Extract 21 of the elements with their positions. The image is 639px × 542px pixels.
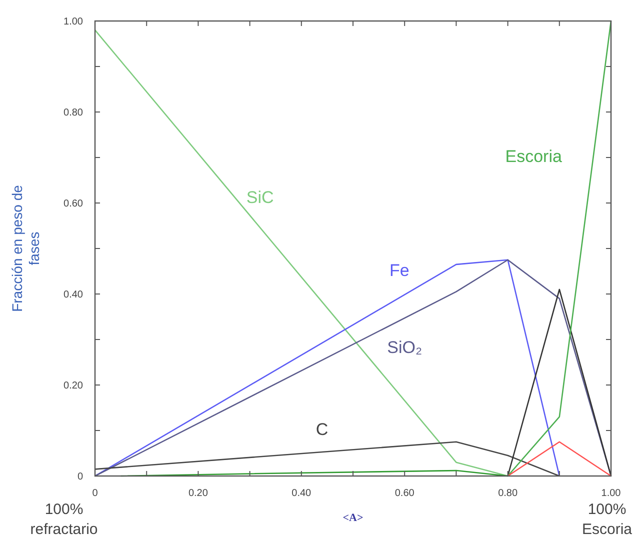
x-axis-title: <A> bbox=[342, 512, 364, 524]
y-tick-label: 1.00 bbox=[64, 16, 84, 28]
y-tick-label: 0.40 bbox=[64, 290, 84, 300]
x-tick-label: 0.60 bbox=[394, 488, 415, 499]
x-tick-label: 0 bbox=[92, 488, 98, 499]
series-label: Fe bbox=[390, 260, 410, 280]
y-tick-label: 0.80 bbox=[64, 108, 84, 118]
series-label: SiC bbox=[246, 188, 274, 207]
series-label: C bbox=[316, 420, 328, 440]
y-tick-label: 0.20 bbox=[64, 380, 84, 392]
x-tick-label: 0.40 bbox=[292, 488, 312, 499]
series-label: SiO₂ bbox=[387, 338, 422, 358]
text: 100% Escoria bbox=[582, 501, 633, 538]
y-tick-label: 0 bbox=[77, 472, 84, 482]
text: 100% refractario bbox=[30, 501, 98, 538]
y-tick-label: 0.60 bbox=[64, 198, 84, 210]
x-tick-label: 1.00 bbox=[601, 488, 622, 499]
x-tick-label: 0.20 bbox=[188, 488, 208, 499]
series-label: Escoria bbox=[505, 147, 562, 166]
y-axis-title: Fracción en peso de fases bbox=[9, 184, 42, 312]
x-tick-label: 0.80 bbox=[498, 488, 518, 499]
